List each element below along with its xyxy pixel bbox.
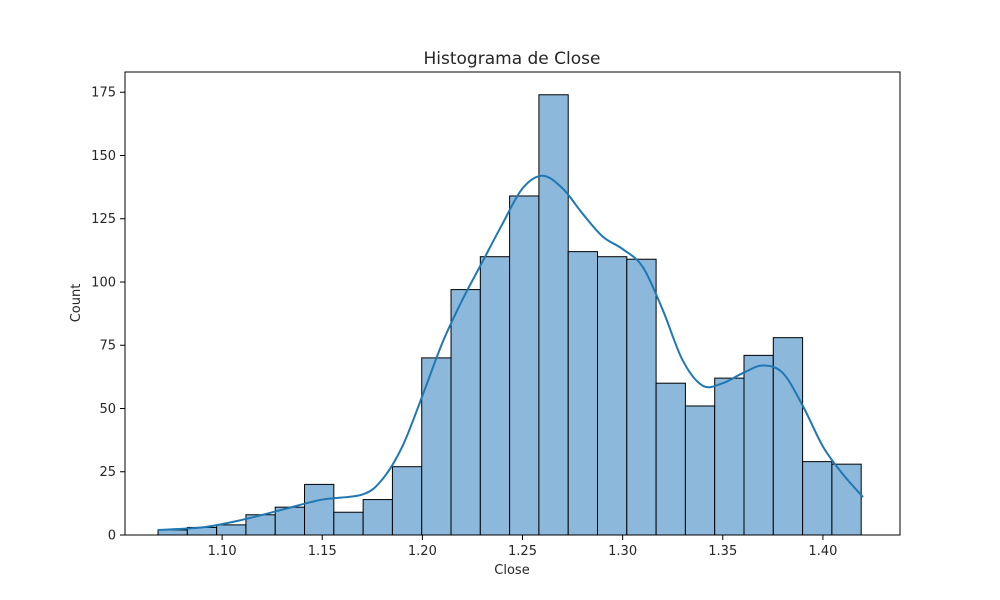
histogram-bars (157, 94, 862, 536)
x-axis-label: Close (494, 563, 529, 578)
kde-curve (157, 174, 864, 531)
x-tick-label: 1.35 (708, 544, 737, 559)
histogram-bar (831, 463, 862, 536)
x-tick-label: 1.15 (308, 544, 337, 559)
histogram-bar (333, 511, 364, 536)
y-axis-label: Count (69, 284, 84, 323)
histogram-bar (772, 337, 804, 536)
x-tick-label: 1.20 (408, 544, 437, 559)
histogram-bar (802, 461, 833, 536)
x-tick-label: 1.40 (808, 544, 837, 559)
histogram-bar (567, 251, 599, 536)
y-tick-label: 50 (99, 402, 116, 417)
y-tick-label: 25 (99, 465, 116, 480)
y-tick-label: 175 (91, 86, 116, 101)
histogram-bar (655, 382, 686, 536)
plot-frame (124, 71, 901, 536)
x-tick-label: 1.25 (508, 544, 537, 559)
x-tick-label: 1.30 (608, 544, 637, 559)
histogram-bar (743, 354, 774, 536)
histogram-bar (509, 195, 540, 536)
histogram-bar (626, 258, 657, 536)
histogram-bar (597, 256, 628, 536)
x-axis-ticks: 1.10 1.15 1.20 1.25 1.30 1.35 1.40 (208, 535, 837, 559)
x-tick-label: 1.10 (208, 544, 237, 559)
kde-curve-group (157, 174, 864, 531)
histogram-bar (479, 256, 511, 536)
histogram-bar (538, 94, 569, 536)
y-tick-label: 0 (108, 529, 116, 544)
histogram-bar (450, 289, 481, 536)
histogram-bar (362, 499, 393, 536)
histogram-bar (216, 524, 247, 536)
y-axis-ticks: 0 25 50 75 100 125 150 175 (91, 86, 125, 544)
histogram-bar (391, 466, 423, 536)
histogram-bar (684, 405, 716, 536)
y-tick-label: 75 (99, 339, 116, 354)
histogram-bar (714, 377, 745, 536)
histogram-bar (421, 357, 452, 536)
histogram-bar (304, 483, 335, 536)
y-tick-label: 125 (91, 212, 116, 227)
chart-title: Histograma de Close (424, 49, 601, 69)
y-tick-label: 150 (91, 149, 116, 164)
y-tick-label: 100 (91, 275, 116, 290)
